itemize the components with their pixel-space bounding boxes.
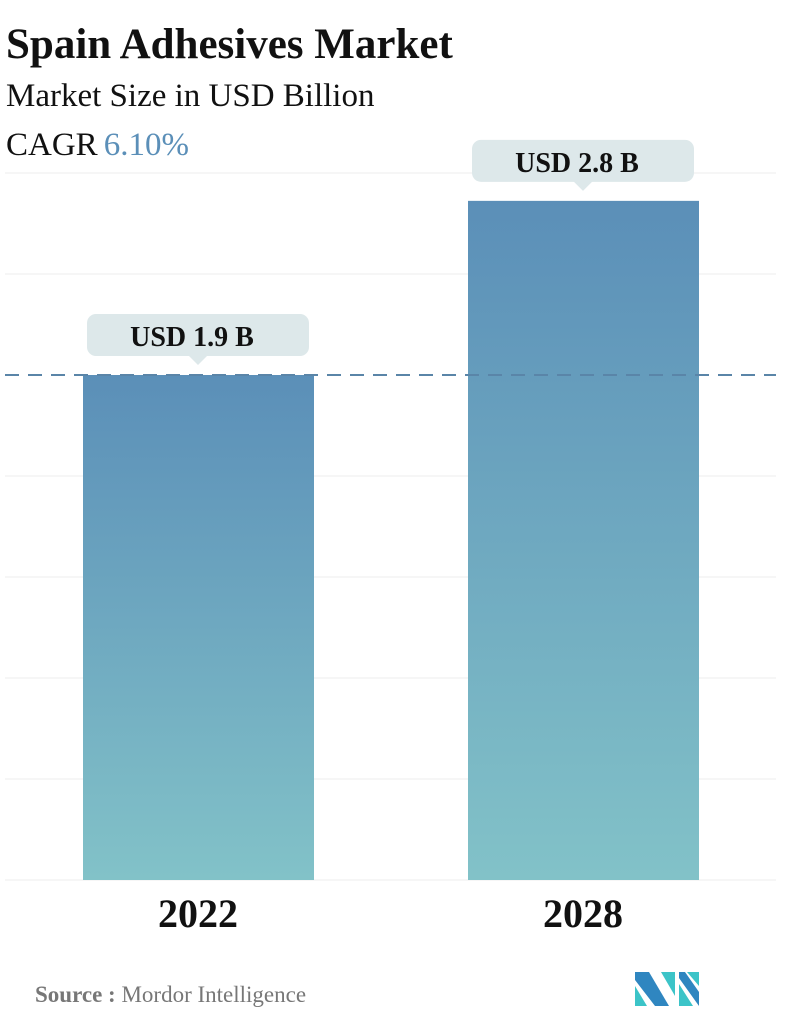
bar-2028: [468, 200, 699, 881]
source-label: Source :: [35, 982, 116, 1007]
data-label-callout: [472, 139, 694, 182]
bar-chart: USD 1.9 B 2022 USD 2.8 B 2028: [5, 139, 776, 936]
data-label: USD 1.9 B: [130, 322, 254, 353]
data-label-callout: [87, 314, 309, 356]
source: Source : Mordor Intelligence: [35, 982, 306, 1008]
mordor-logo: [635, 972, 699, 1006]
source-value: Mordor Intelligence: [121, 982, 307, 1007]
x-tick-label: 2028: [543, 891, 623, 936]
cagr-value: 6.10%: [103, 127, 189, 163]
callout-pointer: [573, 180, 593, 191]
chart-title: Spain Adhesives Market: [6, 21, 453, 68]
cagr-label: CAGR: [6, 127, 98, 163]
data-label: USD 2.8 B: [515, 148, 639, 179]
chart-subtitle: Market Size in USD Billion: [6, 78, 375, 114]
callout-pointer: [188, 355, 208, 365]
x-tick-label: 2022: [158, 891, 238, 936]
cagr: CAGR 6.10%: [6, 127, 189, 164]
bar-2022: [83, 375, 314, 880]
